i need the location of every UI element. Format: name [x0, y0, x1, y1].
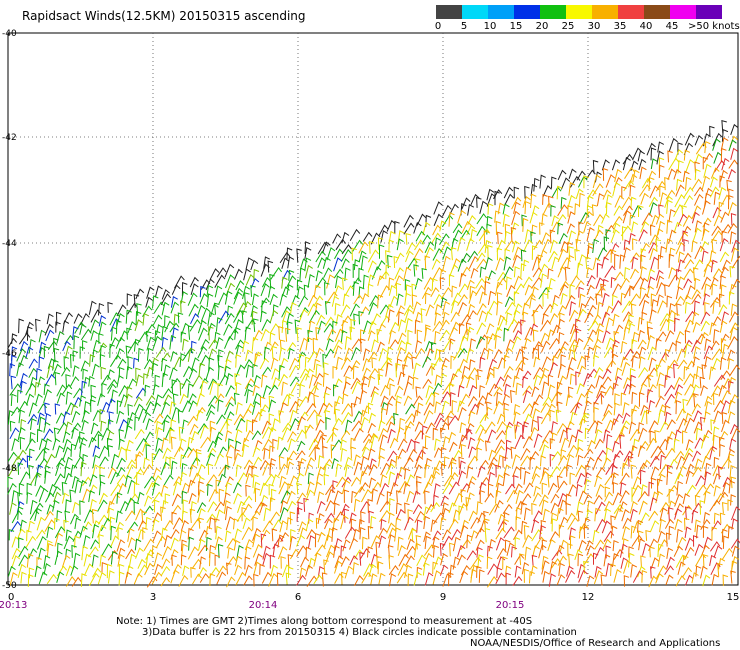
colorbar-segment	[670, 5, 696, 19]
x-axis-label: 9	[440, 592, 446, 603]
colorbar-segment	[566, 5, 592, 19]
colorbar-segment	[540, 5, 566, 19]
colorbar-label: 0	[434, 21, 442, 32]
colorbar-label: 20	[535, 21, 549, 32]
latitude-label: -50	[2, 581, 17, 591]
notes: Note: 1) Times are GMT 2)Times along bot…	[116, 616, 577, 638]
wind-speed-colorbar	[436, 5, 722, 19]
latitude-label: -46	[2, 349, 17, 359]
colorbar-segment	[592, 5, 618, 19]
latitude-label: -44	[2, 239, 17, 249]
latitude-label: -40	[2, 29, 17, 39]
colorbar-segment	[514, 5, 540, 19]
latitude-label: -48	[2, 464, 17, 474]
colorbar-label: 15	[509, 21, 523, 32]
map-title: Rapidsact Winds(12.5KM) 20150315 ascendi…	[22, 9, 306, 23]
colorbar-segment	[644, 5, 670, 19]
latitude-labels: -40 -42 -44 -46 -48 -50	[2, 29, 17, 591]
time-labels: 20:13 20:14 20:15	[0, 600, 524, 611]
x-axis-label: 6	[295, 592, 301, 603]
credit-text: NOAA/NESDIS/Office of Research and Appli…	[470, 638, 721, 649]
colorbar-label: 10	[483, 21, 497, 32]
colorbar-segment	[462, 5, 488, 19]
x-axis-label: 15	[727, 592, 740, 603]
time-label: 20:14	[249, 600, 278, 611]
note-line-1: Note: 1) Times are GMT 2)Times along bot…	[116, 616, 533, 627]
x-axis-labels: 0 3 6 9 12 15	[8, 592, 739, 603]
x-axis-label: 12	[582, 592, 595, 603]
colorbar-label: 30	[587, 21, 601, 32]
plot-frame	[7, 32, 739, 586]
x-axis-label: 3	[150, 592, 156, 603]
colorbar-label: 45	[665, 21, 679, 32]
time-label: 20:13	[0, 600, 27, 611]
colorbar-label: >50 knots	[688, 21, 740, 32]
note-line-2: 3)Data buffer is 22 hrs from 20150315 4)…	[142, 627, 577, 638]
colorbar-labels: 0 5 10 15 20 25 30 35 40 45 >50 knots	[434, 21, 740, 33]
colorbar-label: 5	[460, 21, 468, 32]
colorbar-label: 25	[561, 21, 575, 32]
colorbar-segment	[436, 5, 462, 19]
wind-barbs	[7, 120, 740, 588]
colorbar-segment	[696, 5, 722, 19]
x-axis-label: 0	[8, 592, 14, 603]
time-label: 20:15	[496, 600, 525, 611]
latitude-label: -42	[2, 133, 17, 143]
colorbar-segment	[618, 5, 644, 19]
colorbar-label: 40	[639, 21, 653, 32]
colorbar-segment	[488, 5, 514, 19]
colorbar-label: 35	[613, 21, 627, 32]
